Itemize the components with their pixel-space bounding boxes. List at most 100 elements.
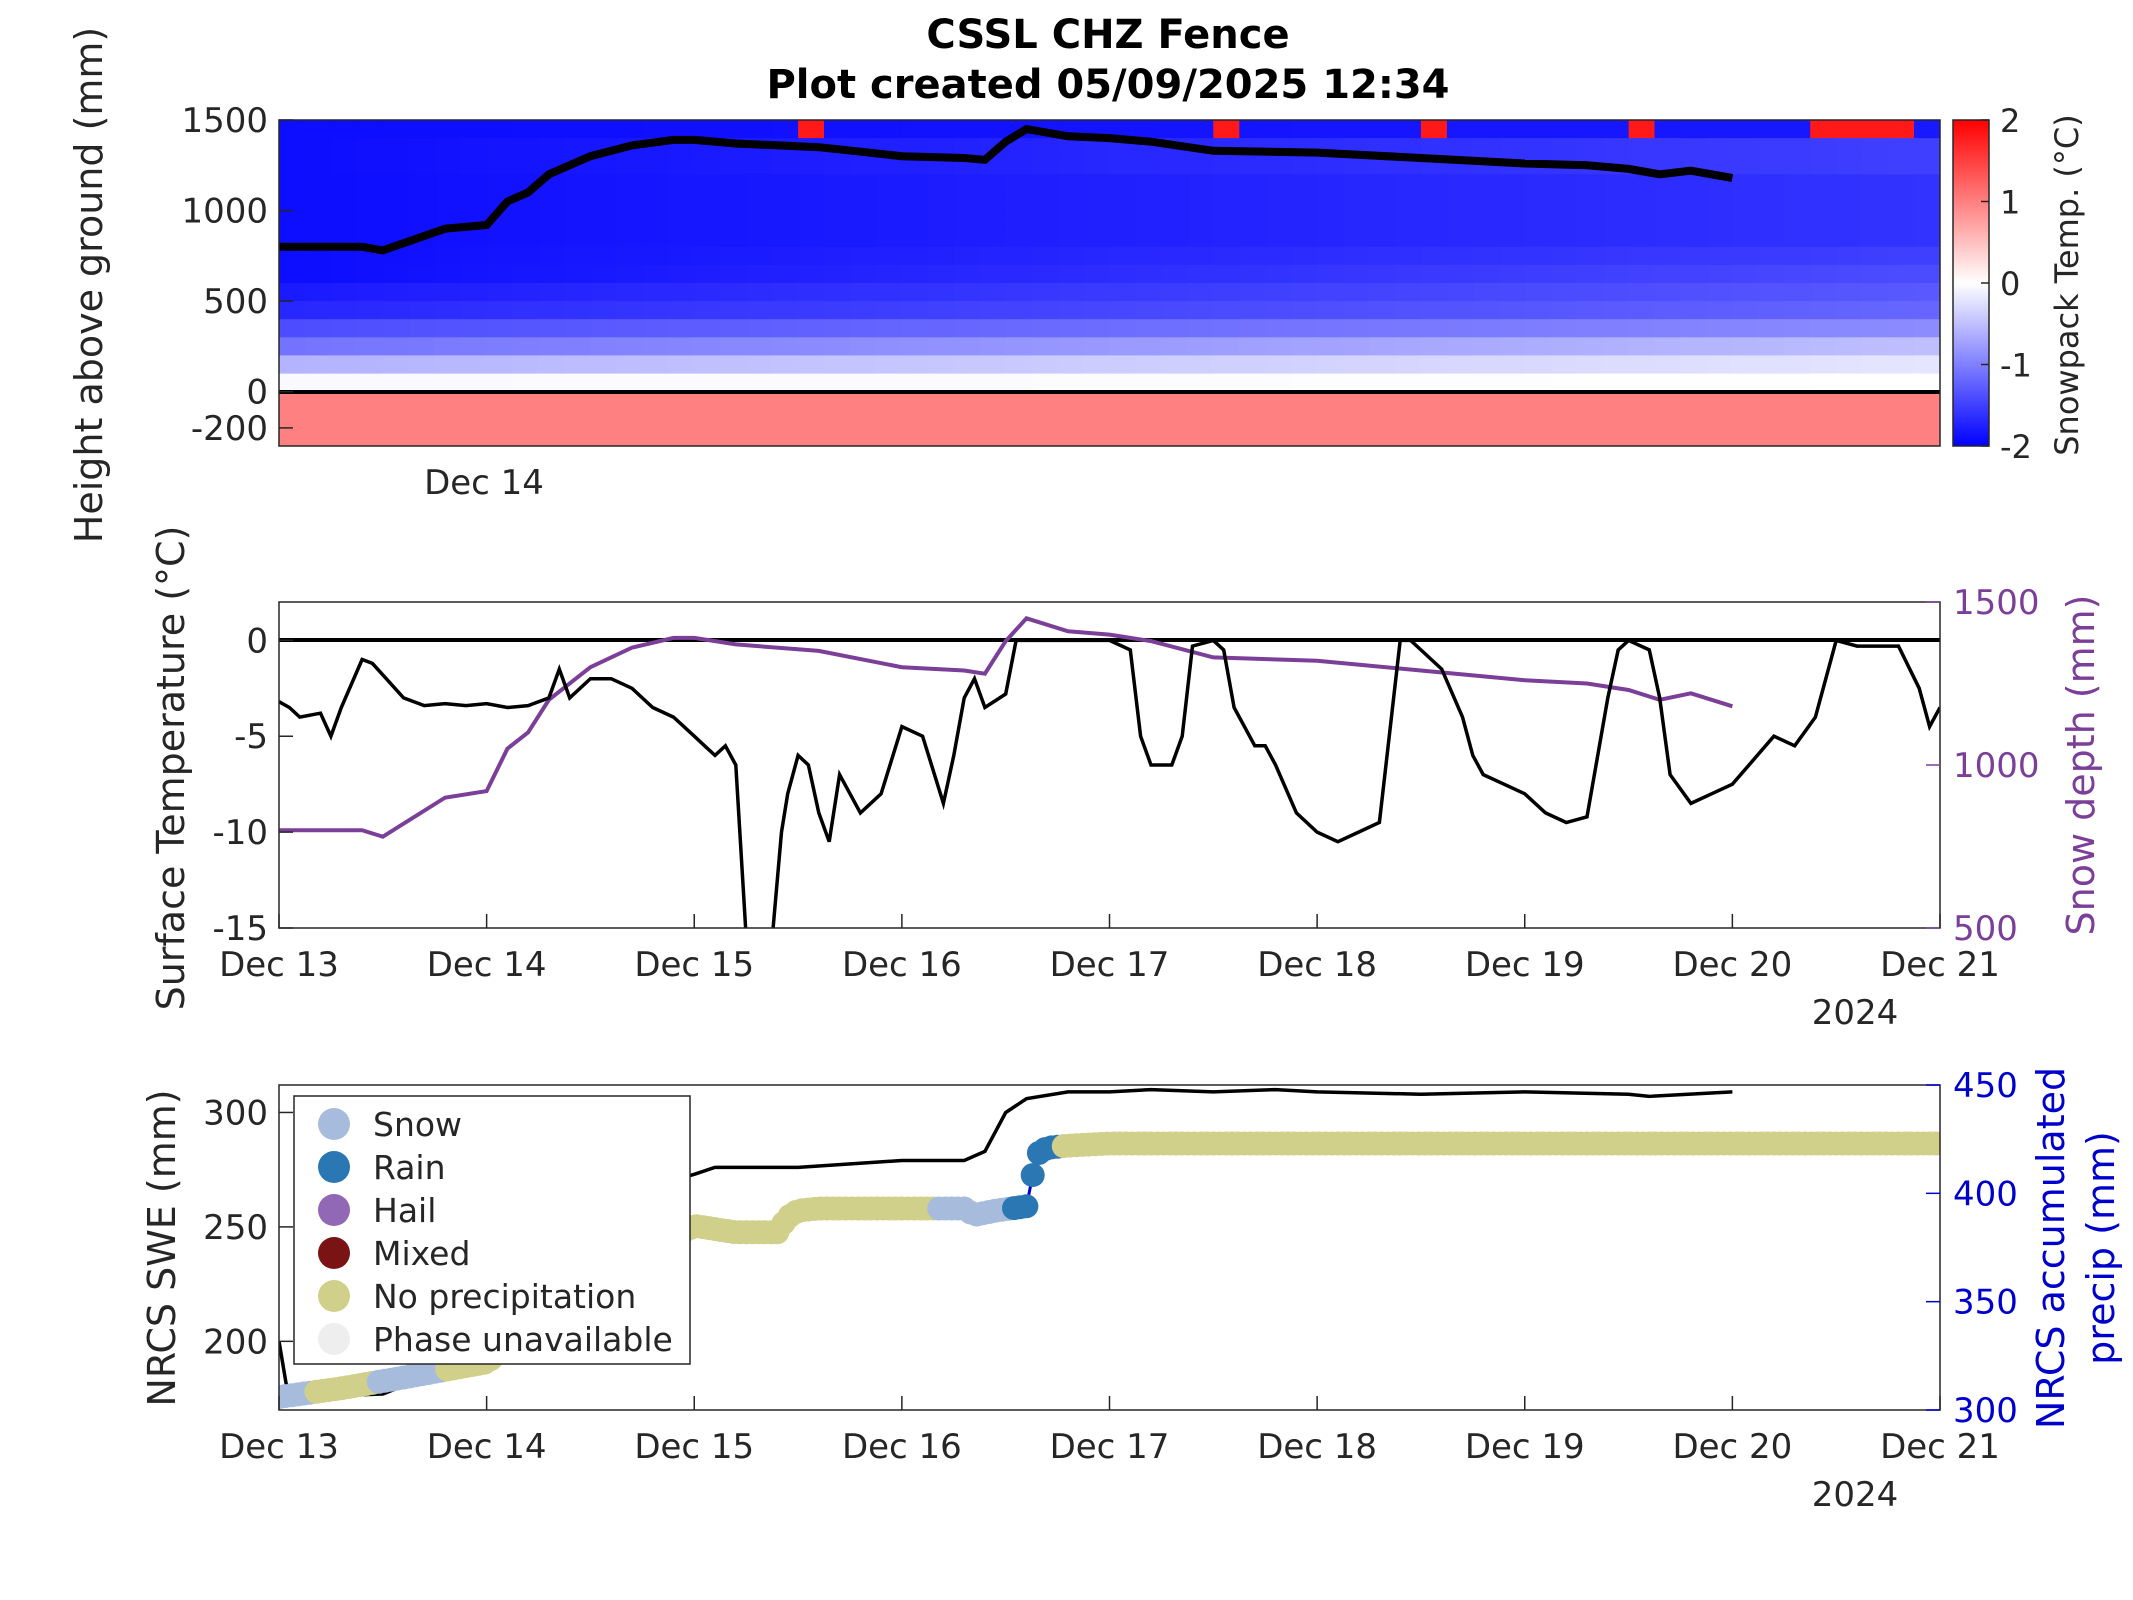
heatmap-cell — [1472, 192, 1500, 212]
heatmap-cell — [356, 156, 384, 175]
heatmap-cell — [1680, 120, 1708, 139]
heatmap-cell — [1109, 409, 1137, 429]
heatmap-cell — [408, 427, 436, 446]
heatmap-cell — [1732, 337, 1760, 356]
heatmap-cell — [1628, 427, 1656, 446]
heatmap-cell — [408, 120, 436, 139]
heatmap-cell — [694, 283, 722, 302]
heatmap-cell — [1317, 283, 1344, 302]
heatmap-cell — [1187, 246, 1215, 266]
heatmap-cell — [1031, 210, 1059, 230]
precip-ytick-label: 450 — [1953, 1066, 2018, 1106]
heatmap-cell — [953, 264, 981, 284]
heatmap-cell — [824, 319, 851, 338]
heatmap-cell — [1005, 319, 1033, 338]
heatmap-cell — [1758, 210, 1786, 230]
heatmap-cell — [408, 264, 436, 284]
heatmap-cell — [330, 373, 358, 393]
heatmap-cell — [356, 192, 384, 212]
heatmap-cell — [953, 301, 981, 320]
heatmap-cell — [668, 156, 696, 175]
heatmap-cell — [1161, 427, 1189, 446]
heatmap-cell — [1810, 427, 1837, 446]
heatmap-cell — [1888, 409, 1915, 429]
heatmap-cell — [1810, 210, 1837, 230]
swe-xtick-label: Dec 16 — [842, 1427, 962, 1467]
heatmap-cell — [512, 120, 540, 139]
heatmap-cell — [1135, 409, 1163, 429]
colorbar-label: Snowpack Temp. (°C) — [2048, 114, 2086, 456]
heatmap-cell — [1135, 210, 1163, 230]
heatmap-cell — [1187, 156, 1215, 175]
heatmap-cell — [1057, 228, 1085, 248]
heatmap-cell — [1291, 210, 1318, 230]
panel-surface-temperature: 0 -5 -10 -15 1500 1000 500 Dec 13 Dec 14 Dec 15… — [149, 526, 2103, 1033]
heatmap-cell — [590, 355, 618, 375]
heatmap-cell — [1369, 391, 1396, 411]
heatmap-cell — [850, 120, 877, 139]
heatmap-cell — [1524, 264, 1552, 284]
heatmap-cell — [460, 409, 488, 429]
heatmap-cell — [824, 427, 851, 446]
heatmap-cell — [1914, 138, 1940, 157]
heatmap-cell — [642, 409, 670, 429]
heatmap-cell — [408, 319, 436, 338]
heatmap-cell — [668, 373, 696, 393]
heatmap-cell — [1239, 264, 1267, 284]
heatmap-cell — [564, 228, 592, 248]
heatmap-cell — [460, 138, 488, 157]
precip-ytick-label: 400 — [1953, 1174, 2018, 1214]
heatmap-cell — [1550, 355, 1578, 375]
heatmap-cell — [434, 120, 462, 139]
heatmap-cell — [1083, 156, 1111, 175]
swe-ylabel: NRCS SWE (mm) — [140, 1089, 184, 1406]
heatmap-cell — [1005, 355, 1033, 375]
heatmap-cell — [1369, 210, 1396, 230]
heatmap-cell — [720, 210, 747, 230]
heatmap-cell — [564, 319, 592, 338]
heatmap-cell — [1654, 210, 1682, 230]
heatmap-cell — [305, 319, 332, 338]
heatmap-cell — [538, 210, 566, 230]
heatmap-cell — [538, 283, 566, 302]
heatmap-cell — [564, 283, 592, 302]
heatmap-cell — [1187, 355, 1215, 375]
heatmap-cell — [850, 156, 877, 175]
heatmap-cell — [720, 283, 747, 302]
heatmap-cell — [875, 210, 903, 230]
heatmap-ylabel: Height above ground (mm) — [67, 27, 111, 544]
legend-label-rain: Rain — [373, 1148, 446, 1187]
heatmap-cell — [1680, 192, 1708, 212]
heatmap-cell — [1031, 264, 1059, 284]
heatmap-cell — [875, 301, 903, 320]
heatmap-cell — [720, 427, 747, 446]
heatmap-cell — [1213, 156, 1241, 175]
heatmap-cell — [1395, 283, 1422, 302]
heatmap-cell — [1135, 264, 1163, 284]
heatmap-cell — [1862, 427, 1889, 446]
heatmap-cell — [1836, 192, 1863, 212]
heatmap-cell — [720, 391, 747, 411]
heatmap-cell — [694, 264, 722, 284]
heatmap-cell — [1888, 138, 1915, 157]
heatmap-cell — [1109, 319, 1137, 338]
legend-label-snow: Snow — [373, 1105, 462, 1144]
heatmap-cell — [875, 192, 903, 212]
heatmap-cell — [979, 337, 1007, 356]
heatmap-cell — [1265, 120, 1292, 139]
heatmap-cell — [1239, 156, 1267, 175]
heatmap-cell — [564, 210, 592, 230]
heatmap-cell — [1888, 174, 1915, 193]
heatmap-cell — [1680, 355, 1708, 375]
heatmap-cell — [824, 301, 851, 320]
heatmap-cell — [1213, 228, 1241, 248]
heatmap-cell — [1576, 427, 1604, 446]
swe-x-ticks: Dec 13 Dec 14 Dec 15 Dec 16 Dec 17 Dec 18 Dec … — [219, 1396, 2000, 1467]
heatmap-cell — [979, 409, 1007, 429]
heatmap-cell — [694, 210, 722, 230]
heatmap-cell — [1732, 246, 1760, 266]
heatmap-cell — [927, 228, 955, 248]
heatmap-cell — [694, 156, 722, 175]
precip-phase-point — [1020, 1163, 1045, 1188]
heatmap-cell — [616, 120, 644, 139]
